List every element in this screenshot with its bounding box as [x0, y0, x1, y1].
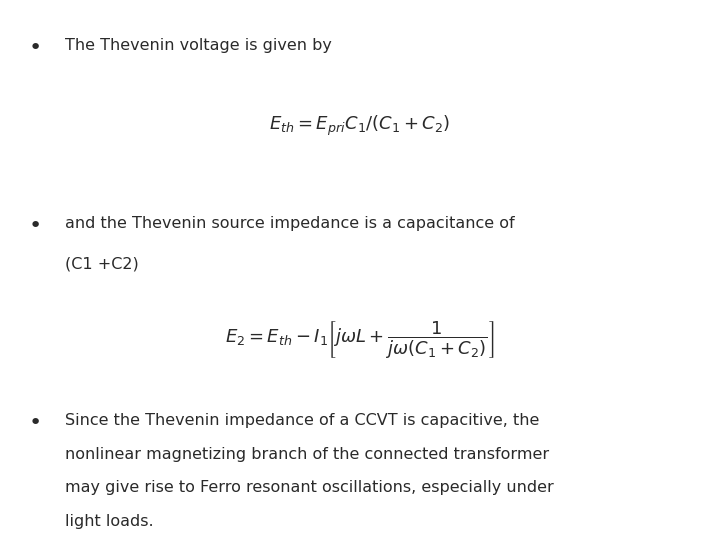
- Text: Since the Thevenin impedance of a CCVT is capacitive, the: Since the Thevenin impedance of a CCVT i…: [65, 413, 539, 428]
- Text: $E_{th} = E_{pri}C_1/(C_1 + C_2)$: $E_{th} = E_{pri}C_1/(C_1 + C_2)$: [269, 113, 451, 138]
- Text: nonlinear magnetizing branch of the connected transformer: nonlinear magnetizing branch of the conn…: [65, 447, 549, 462]
- Text: •: •: [29, 38, 42, 58]
- Text: $E_2 = E_{th} - I_1\left[j\omega L + \dfrac{1}{j\omega(C_1 + C_2)}\right]$: $E_2 = E_{th} - I_1\left[j\omega L + \df…: [225, 319, 495, 360]
- Text: •: •: [29, 413, 42, 433]
- Text: The Thevenin voltage is given by: The Thevenin voltage is given by: [65, 38, 332, 53]
- Text: and the Thevenin source impedance is a capacitance of: and the Thevenin source impedance is a c…: [65, 216, 514, 231]
- Text: may give rise to Ferro resonant oscillations, especially under: may give rise to Ferro resonant oscillat…: [65, 480, 554, 495]
- Text: light loads.: light loads.: [65, 514, 153, 529]
- Text: (C1 +C2): (C1 +C2): [65, 256, 138, 272]
- Text: •: •: [29, 216, 42, 236]
